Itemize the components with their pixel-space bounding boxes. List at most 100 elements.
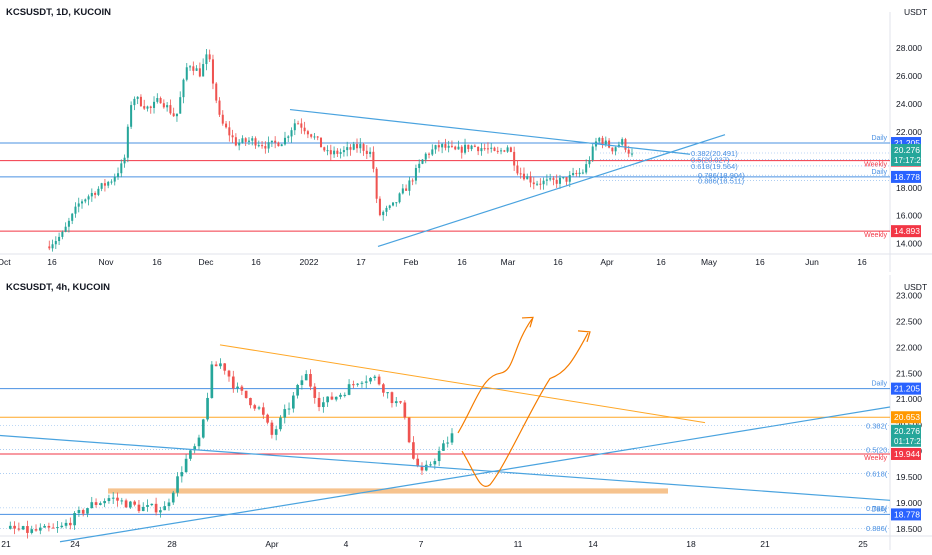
candle-body [283, 409, 287, 418]
fib-label: 0.618( [866, 470, 888, 479]
candle-body [99, 503, 102, 505]
candle-body [575, 173, 578, 175]
candle-body [77, 510, 81, 514]
candle-body [56, 527, 59, 529]
candle-body [516, 165, 519, 174]
candle-body [526, 176, 529, 180]
candle-body [555, 179, 558, 184]
candle-body [421, 159, 424, 164]
candle-body [86, 508, 89, 514]
level-label: Daily [871, 169, 887, 176]
candle-body [446, 442, 450, 444]
candle-body [352, 144, 355, 150]
candle-body [519, 173, 522, 175]
level-label: Weekly [864, 232, 887, 239]
candle-body [486, 148, 489, 150]
candle-body [395, 202, 398, 204]
candle-body [313, 386, 317, 398]
time-tick-label: 4 [344, 539, 349, 549]
candle-body [529, 176, 532, 183]
price-tick-label: 18.000 [896, 183, 922, 193]
level-price-badge-text: 20.653 [894, 412, 920, 422]
level-price-badge [891, 508, 921, 521]
price-tick-label: 28.000 [896, 43, 922, 53]
candle-body [470, 145, 473, 150]
candle-body [399, 401, 402, 403]
candle-body [336, 150, 339, 154]
level-label: Daily [871, 381, 887, 388]
candle-body [403, 402, 407, 418]
candle-body [441, 144, 444, 148]
candle-body [51, 244, 54, 249]
time-tick-label: Jun [805, 257, 819, 267]
candle-body [339, 394, 342, 397]
candle-body [238, 142, 241, 146]
candle-body [372, 151, 375, 169]
candle-body [394, 401, 398, 404]
candle-body [390, 392, 394, 404]
candle-body [326, 150, 329, 152]
candle-body [385, 207, 388, 212]
candle-body [166, 105, 169, 108]
candle-body [176, 476, 179, 493]
ascending-trendline [377, 134, 726, 247]
candle-body [359, 144, 362, 149]
projection-path-dip [461, 332, 589, 487]
descending-trendline [289, 108, 691, 155]
candle-body [565, 177, 568, 182]
candle-body [339, 152, 342, 154]
candle-body [347, 384, 351, 395]
candle-body [447, 145, 450, 148]
candle-body [189, 450, 192, 459]
candle-body [437, 145, 440, 148]
candle-body [159, 510, 162, 513]
time-tick-label: 16 [553, 257, 563, 267]
candle-body [51, 527, 55, 529]
candle-body [257, 407, 261, 409]
candle-body [355, 144, 359, 149]
candle-body [162, 103, 165, 108]
candle-body [364, 381, 368, 383]
candle-body [614, 147, 617, 152]
candle-body [362, 144, 365, 151]
time-tick-label: 16 [47, 257, 57, 267]
candle-body [225, 123, 228, 128]
time-tick-label: Oct [0, 257, 11, 267]
candle-body [490, 147, 493, 149]
h4-candles [8, 358, 454, 539]
candle-body [227, 370, 231, 377]
price-tick-label: 21.500 [896, 368, 922, 378]
candle-body [627, 149, 630, 154]
candle-body [433, 461, 437, 465]
candle-body [30, 529, 34, 533]
fib-label: 0.786( [866, 504, 888, 513]
candle-body [630, 153, 634, 155]
candle-body [411, 180, 414, 182]
candle-body [81, 510, 85, 514]
candle-body [313, 136, 316, 138]
candle-body [201, 419, 205, 438]
candle-body [249, 397, 252, 406]
time-tick-label: Feb [404, 257, 419, 267]
h4-levels: Daily Weekly Daily 0.382(0.5(20. 0.618(0.786… [0, 381, 890, 533]
candle-body [323, 147, 326, 151]
candle-body [621, 139, 624, 145]
time-tick-label: 16 [152, 257, 162, 267]
candle-body [21, 526, 25, 530]
candle-body [182, 79, 185, 98]
candle-body [414, 168, 417, 181]
candle-body [17, 528, 21, 530]
candle-body [532, 182, 535, 185]
candle-body [434, 145, 437, 150]
level-price-badge-text: 19.944 [894, 449, 920, 459]
fib-label: 0.886(18.511) [698, 177, 745, 186]
candle-body [193, 446, 197, 451]
level-price-badge-text: 21.205 [894, 384, 920, 394]
candle-body [611, 147, 614, 152]
price-tick-label: 21.000 [896, 394, 922, 404]
candle-body [64, 522, 68, 526]
candle-body [54, 240, 57, 245]
candle-body [542, 180, 545, 185]
price-tick-label: 22.000 [896, 127, 922, 137]
candle-body [136, 96, 139, 99]
